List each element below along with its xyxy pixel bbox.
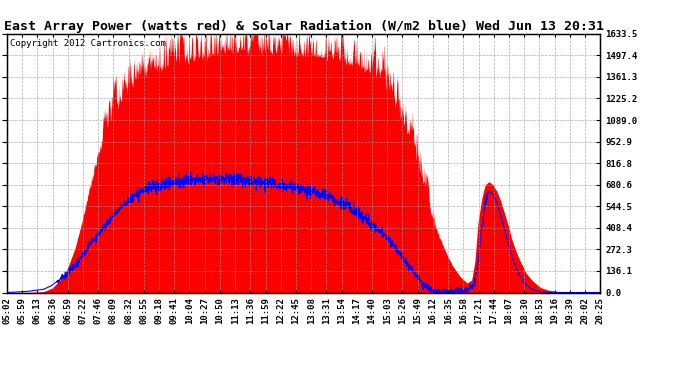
Title: East Array Power (watts red) & Solar Radiation (W/m2 blue) Wed Jun 13 20:31: East Array Power (watts red) & Solar Rad… — [3, 20, 604, 33]
Text: Copyright 2012 Cartronics.com: Copyright 2012 Cartronics.com — [10, 39, 166, 48]
